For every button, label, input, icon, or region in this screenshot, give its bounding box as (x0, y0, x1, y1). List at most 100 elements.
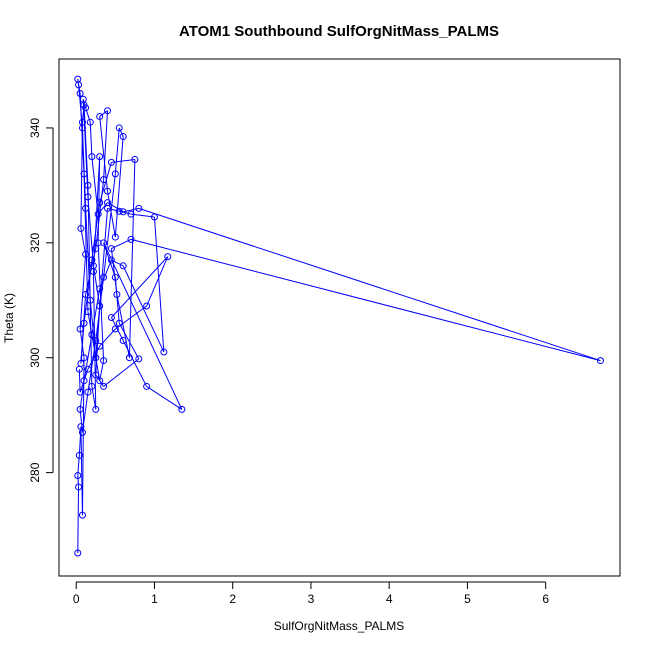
data-point (92, 354, 100, 362)
series-segment (91, 386, 97, 410)
data-point (82, 204, 90, 212)
x-tick-label: 5 (464, 592, 471, 606)
x-tick-label: 6 (542, 592, 549, 606)
y-tick-label: 300 (28, 347, 42, 367)
data-point (76, 388, 84, 396)
data-point (119, 208, 127, 216)
data-point (74, 549, 82, 557)
data-point (92, 405, 100, 413)
y-tick-label: 280 (28, 462, 42, 482)
data-point (75, 483, 83, 491)
data-point (75, 81, 83, 89)
data-point (80, 377, 88, 385)
data-point (84, 388, 92, 396)
data-point (111, 170, 119, 178)
series-segment (107, 191, 116, 238)
data-point (104, 187, 112, 195)
data-point (131, 156, 139, 164)
data-point (92, 245, 100, 253)
series-points (74, 75, 604, 557)
data-point (78, 428, 86, 436)
data-point (119, 133, 127, 141)
data-point (115, 207, 123, 215)
data-point (143, 302, 151, 310)
x-tick-label: 1 (151, 592, 158, 606)
series-segment (80, 228, 87, 255)
data-point (76, 405, 84, 413)
data-point (78, 511, 86, 519)
data-point (119, 336, 127, 344)
series-segment (111, 238, 132, 250)
x-tick-label: 2 (229, 592, 236, 606)
series-segment (114, 127, 120, 174)
data-point (84, 365, 92, 373)
data-point (86, 296, 94, 304)
data-point (596, 357, 604, 365)
data-point (96, 285, 104, 293)
series-segment (97, 202, 108, 215)
series-segment (85, 208, 91, 301)
data-point (107, 314, 115, 321)
data-point (150, 213, 158, 221)
data-point (75, 365, 83, 373)
series-segment (79, 254, 87, 330)
data-point (115, 319, 123, 327)
series-segment (114, 136, 124, 238)
series-segment (83, 104, 89, 186)
x-tick-label: 0 (73, 592, 80, 606)
series-segment (99, 328, 116, 347)
series-segment (103, 110, 109, 180)
data-point (143, 382, 151, 390)
series-segment (116, 294, 130, 358)
series-segment (122, 340, 148, 387)
data-point (96, 377, 104, 385)
y-tick-label: 340 (28, 118, 42, 138)
data-point (100, 239, 108, 247)
series-segment (115, 305, 147, 330)
data-point (74, 471, 82, 479)
series-segment (130, 238, 601, 362)
data-point (113, 291, 121, 299)
data-point (84, 181, 92, 189)
data-point (104, 107, 112, 115)
data-point (115, 124, 123, 132)
data-point (111, 273, 119, 281)
data-point (100, 357, 108, 365)
data-point (100, 382, 108, 390)
data-point (75, 451, 83, 459)
data-point (92, 336, 100, 344)
series-segment (79, 409, 83, 433)
data-point (96, 199, 104, 207)
x-tick-label: 4 (386, 592, 393, 606)
series-segment (118, 127, 124, 137)
x-tick-label: 3 (308, 592, 315, 606)
data-point (135, 204, 143, 212)
series-segment (99, 110, 108, 117)
series-segment (83, 334, 93, 381)
y-axis-label: Theta (K) (2, 293, 16, 343)
series-segment (89, 122, 93, 157)
series-segment (95, 374, 105, 387)
series-segment (78, 369, 81, 393)
data-point (78, 124, 86, 132)
data-point (79, 95, 87, 103)
data-point (119, 262, 127, 270)
data-point (96, 342, 104, 350)
series-segment (87, 340, 97, 393)
series-segment (128, 159, 136, 358)
data-point (80, 170, 88, 178)
series-segment (85, 107, 91, 123)
data-point (100, 176, 108, 184)
y-axis: 280 300 320 340 (28, 118, 54, 483)
series-segment (146, 386, 183, 410)
series-segment (87, 311, 101, 381)
data-point (96, 112, 104, 120)
data-point (76, 89, 84, 97)
series-segment (95, 305, 101, 375)
series-segment (77, 475, 80, 487)
series-segment (118, 323, 140, 360)
data-point (82, 291, 90, 299)
data-point (76, 325, 84, 333)
data-point (111, 233, 119, 241)
